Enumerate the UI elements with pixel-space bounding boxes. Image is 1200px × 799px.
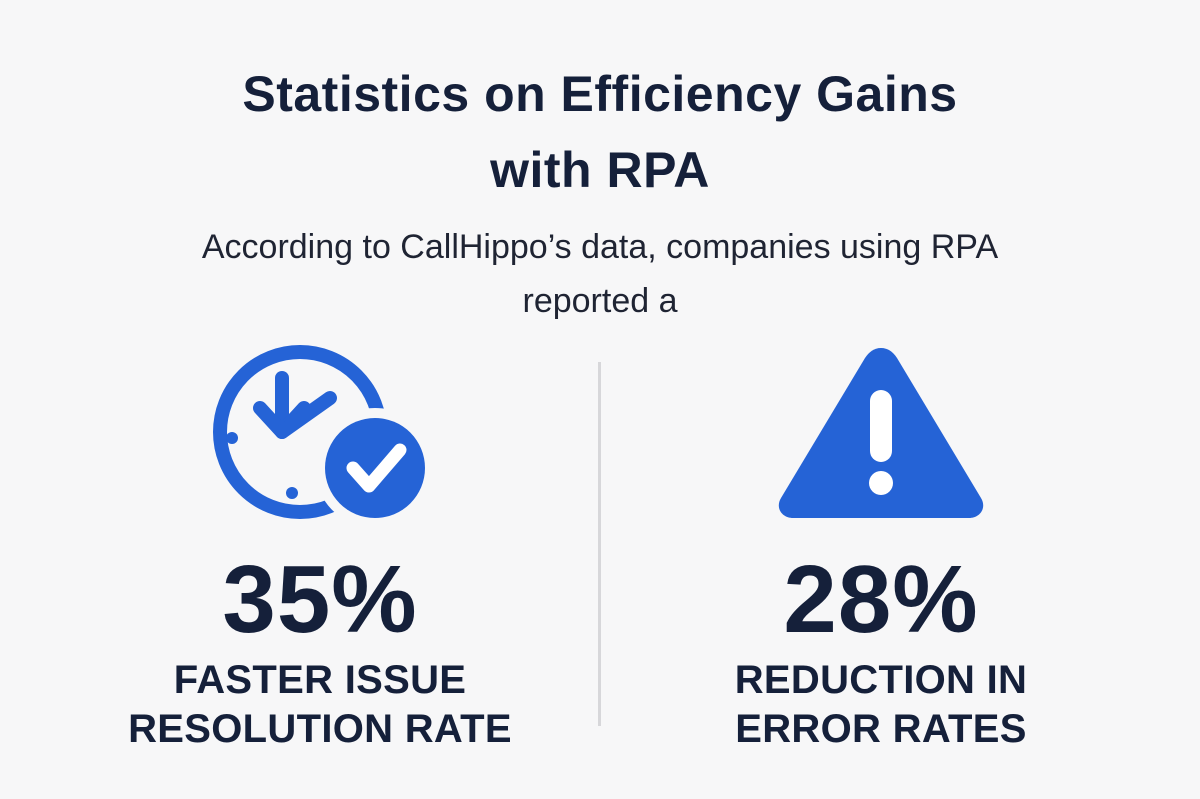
title-line-1: Statistics on Efficiency Gains [242,66,958,122]
stat-label: REDUCTION IN ERROR RATES [651,656,1111,754]
stat-label-line-2: ERROR RATES [735,707,1027,751]
stat-error-reduction: 28% REDUCTION IN ERROR RATES [651,340,1111,754]
clock-check-icon [213,345,435,520]
subtitle: According to CallHippo’s data, companies… [0,220,1200,328]
stat-value: 35% [222,546,418,653]
stat-value: 28% [783,546,979,653]
stat-label-line-1: FASTER ISSUE [173,658,467,702]
center-divider [598,362,601,726]
title-line-2: with RPA [490,142,710,198]
stat-faster-resolution: 35% FASTER ISSUE RESOLUTION RATE [90,340,550,754]
stat-label: FASTER ISSUE RESOLUTION RATE [90,656,550,754]
warning-icon [778,348,984,518]
subtitle-line-2: reported a [522,282,678,320]
stat-label-line-2: RESOLUTION RATE [128,707,512,751]
subtitle-line-1: According to CallHippo’s data, companies… [201,228,999,266]
stat-label-line-1: REDUCTION IN [734,658,1028,702]
page-title: Statistics on Efficiency Gains with RPA [0,56,1200,208]
